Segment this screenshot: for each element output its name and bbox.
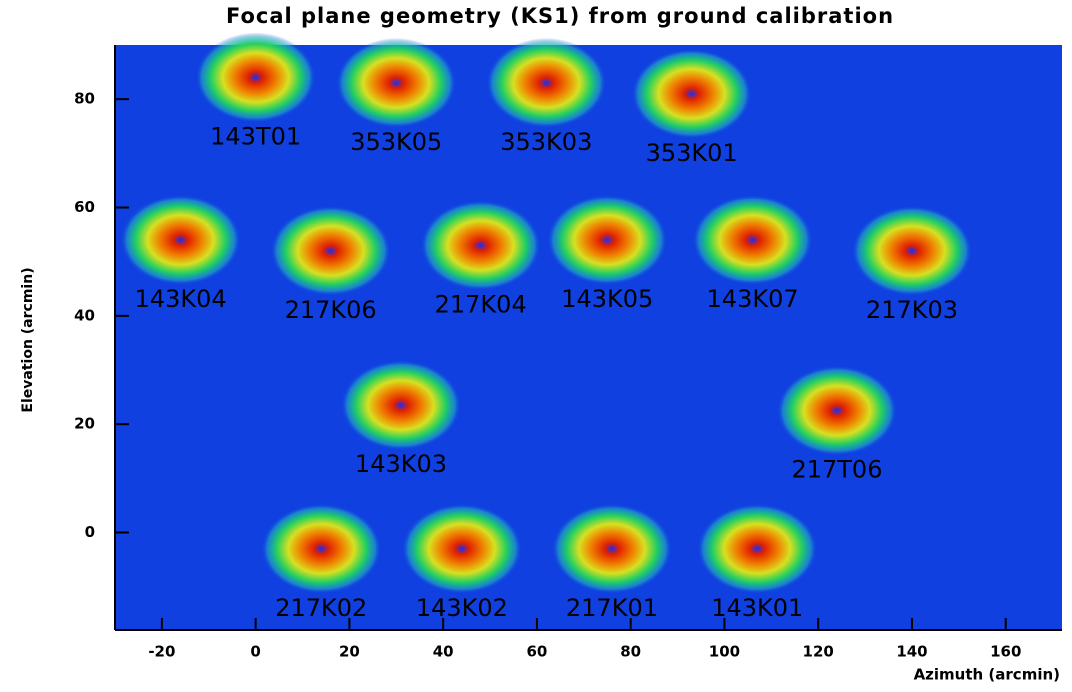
detector-label: 217K01: [566, 594, 658, 622]
detector-beam: [697, 503, 818, 594]
y-axis-title: Elevation (arcmin): [20, 267, 36, 412]
x-axis-title: Azimuth (arcmin): [914, 666, 1060, 684]
detector-label: 143K03: [355, 450, 447, 478]
detector-label: 143K01: [711, 594, 803, 622]
detector-label: 217K04: [435, 290, 527, 318]
detector-beam: [336, 37, 457, 128]
x-tick-label: 140: [896, 643, 927, 661]
x-tick-label: 120: [803, 643, 834, 661]
detector-beam: [401, 503, 522, 594]
y-tick-label: 80: [74, 90, 95, 108]
detector-beam: [270, 205, 391, 296]
detector-beam: [692, 195, 813, 285]
detector-beam: [420, 200, 541, 291]
x-tick-label: 160: [990, 643, 1021, 661]
y-tick-label: 20: [74, 415, 95, 433]
x-tick-label: 60: [526, 643, 547, 661]
detector-beam: [551, 503, 672, 594]
detector-label: 353K03: [500, 128, 592, 156]
detector-beam: [631, 48, 752, 139]
y-tick-label: 40: [74, 306, 95, 324]
detector-label: 353K01: [646, 139, 738, 167]
x-tick-label: 80: [620, 643, 641, 661]
detector-label: 217K02: [275, 594, 367, 622]
detector-beam: [195, 32, 316, 123]
detector-label: 143K04: [135, 285, 227, 313]
detector-beam: [776, 365, 897, 456]
x-tick-label: 20: [339, 643, 360, 661]
x-tick-label: -20: [148, 643, 175, 661]
x-tick-label: 100: [709, 643, 740, 661]
detector-label: 217K03: [866, 296, 958, 324]
detector-label: 217T06: [791, 456, 882, 484]
detector-label: 143K07: [707, 285, 799, 313]
detector-beam: [261, 503, 382, 594]
detector-beam: [340, 360, 461, 451]
y-tick-label: 60: [74, 198, 95, 216]
detector-label: 143K05: [561, 285, 653, 313]
x-tick-label: 0: [250, 643, 260, 661]
chart-title: Focal plane geometry (KS1) from ground c…: [226, 4, 894, 28]
detector-label: 217K06: [285, 296, 377, 324]
x-tick-label: 40: [433, 643, 454, 661]
detector-label: 353K05: [350, 128, 442, 156]
detector-beam: [120, 195, 241, 285]
detector-beam: [486, 37, 607, 128]
detector-beam: [547, 195, 668, 285]
detector-label: 143T01: [210, 123, 301, 151]
detector-beam: [851, 205, 972, 296]
y-tick-label: 0: [85, 523, 95, 541]
detector-label: 143K02: [416, 594, 508, 622]
